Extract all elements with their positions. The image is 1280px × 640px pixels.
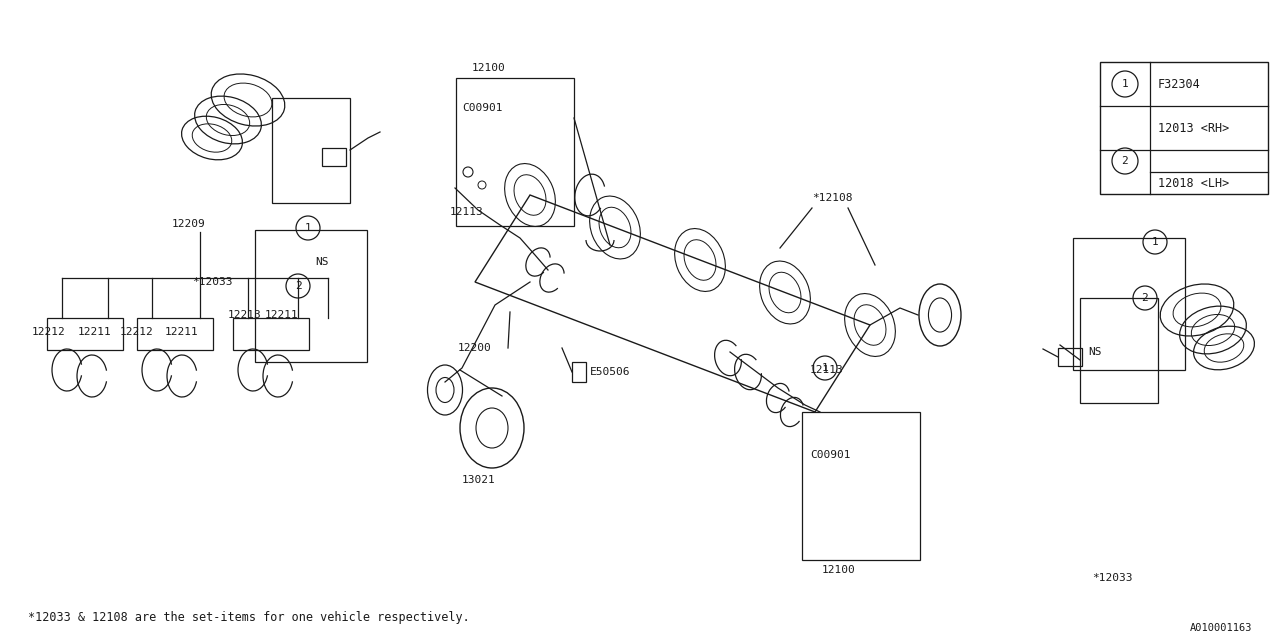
Text: 12211: 12211	[165, 327, 198, 337]
Text: 12113: 12113	[810, 365, 844, 375]
Text: 12211: 12211	[265, 310, 298, 320]
Bar	[137, 318, 212, 350]
Bar	[233, 318, 308, 350]
Text: *12033: *12033	[192, 277, 233, 287]
Text: 12211: 12211	[78, 327, 111, 337]
Text: 12212: 12212	[32, 327, 65, 337]
Text: 12213: 12213	[228, 310, 261, 320]
Text: 2: 2	[294, 281, 301, 291]
Text: F32304: F32304	[1158, 77, 1201, 90]
Bar	[255, 230, 367, 362]
Bar	[803, 412, 920, 560]
Bar	[1080, 298, 1158, 403]
Text: 12209: 12209	[172, 219, 206, 229]
Bar	[273, 98, 349, 203]
Bar	[1073, 238, 1185, 370]
Text: 12113: 12113	[451, 207, 484, 217]
Text: 1: 1	[305, 223, 311, 233]
Bar	[47, 318, 123, 350]
Text: 1: 1	[1152, 237, 1158, 247]
Text: C00901: C00901	[462, 103, 503, 113]
Bar	[323, 148, 346, 166]
Text: 12013 <RH>: 12013 <RH>	[1158, 122, 1229, 134]
Text: 2: 2	[1142, 293, 1148, 303]
Text: NS: NS	[315, 257, 329, 267]
Bar	[456, 78, 573, 226]
Bar	[572, 362, 586, 382]
Text: A010001163: A010001163	[1189, 623, 1252, 633]
Text: 12212: 12212	[120, 327, 154, 337]
Text: 13021: 13021	[462, 475, 495, 485]
Text: *12108: *12108	[812, 193, 852, 203]
Bar	[1100, 62, 1268, 194]
Text: 1: 1	[822, 363, 828, 373]
Text: 2: 2	[1121, 156, 1129, 166]
Text: 1: 1	[1121, 79, 1129, 89]
Text: C00901: C00901	[810, 450, 850, 460]
Bar	[1059, 348, 1082, 366]
Text: 12100: 12100	[822, 565, 856, 575]
Text: NS: NS	[1088, 347, 1102, 357]
Text: 12018 <LH>: 12018 <LH>	[1158, 177, 1229, 189]
Text: 12100: 12100	[472, 63, 506, 73]
Text: E50506: E50506	[590, 367, 631, 377]
Text: *12033 & 12108 are the set-items for one vehicle respectively.: *12033 & 12108 are the set-items for one…	[28, 611, 470, 625]
Text: 12200: 12200	[458, 343, 492, 353]
Text: *12033: *12033	[1092, 573, 1133, 583]
